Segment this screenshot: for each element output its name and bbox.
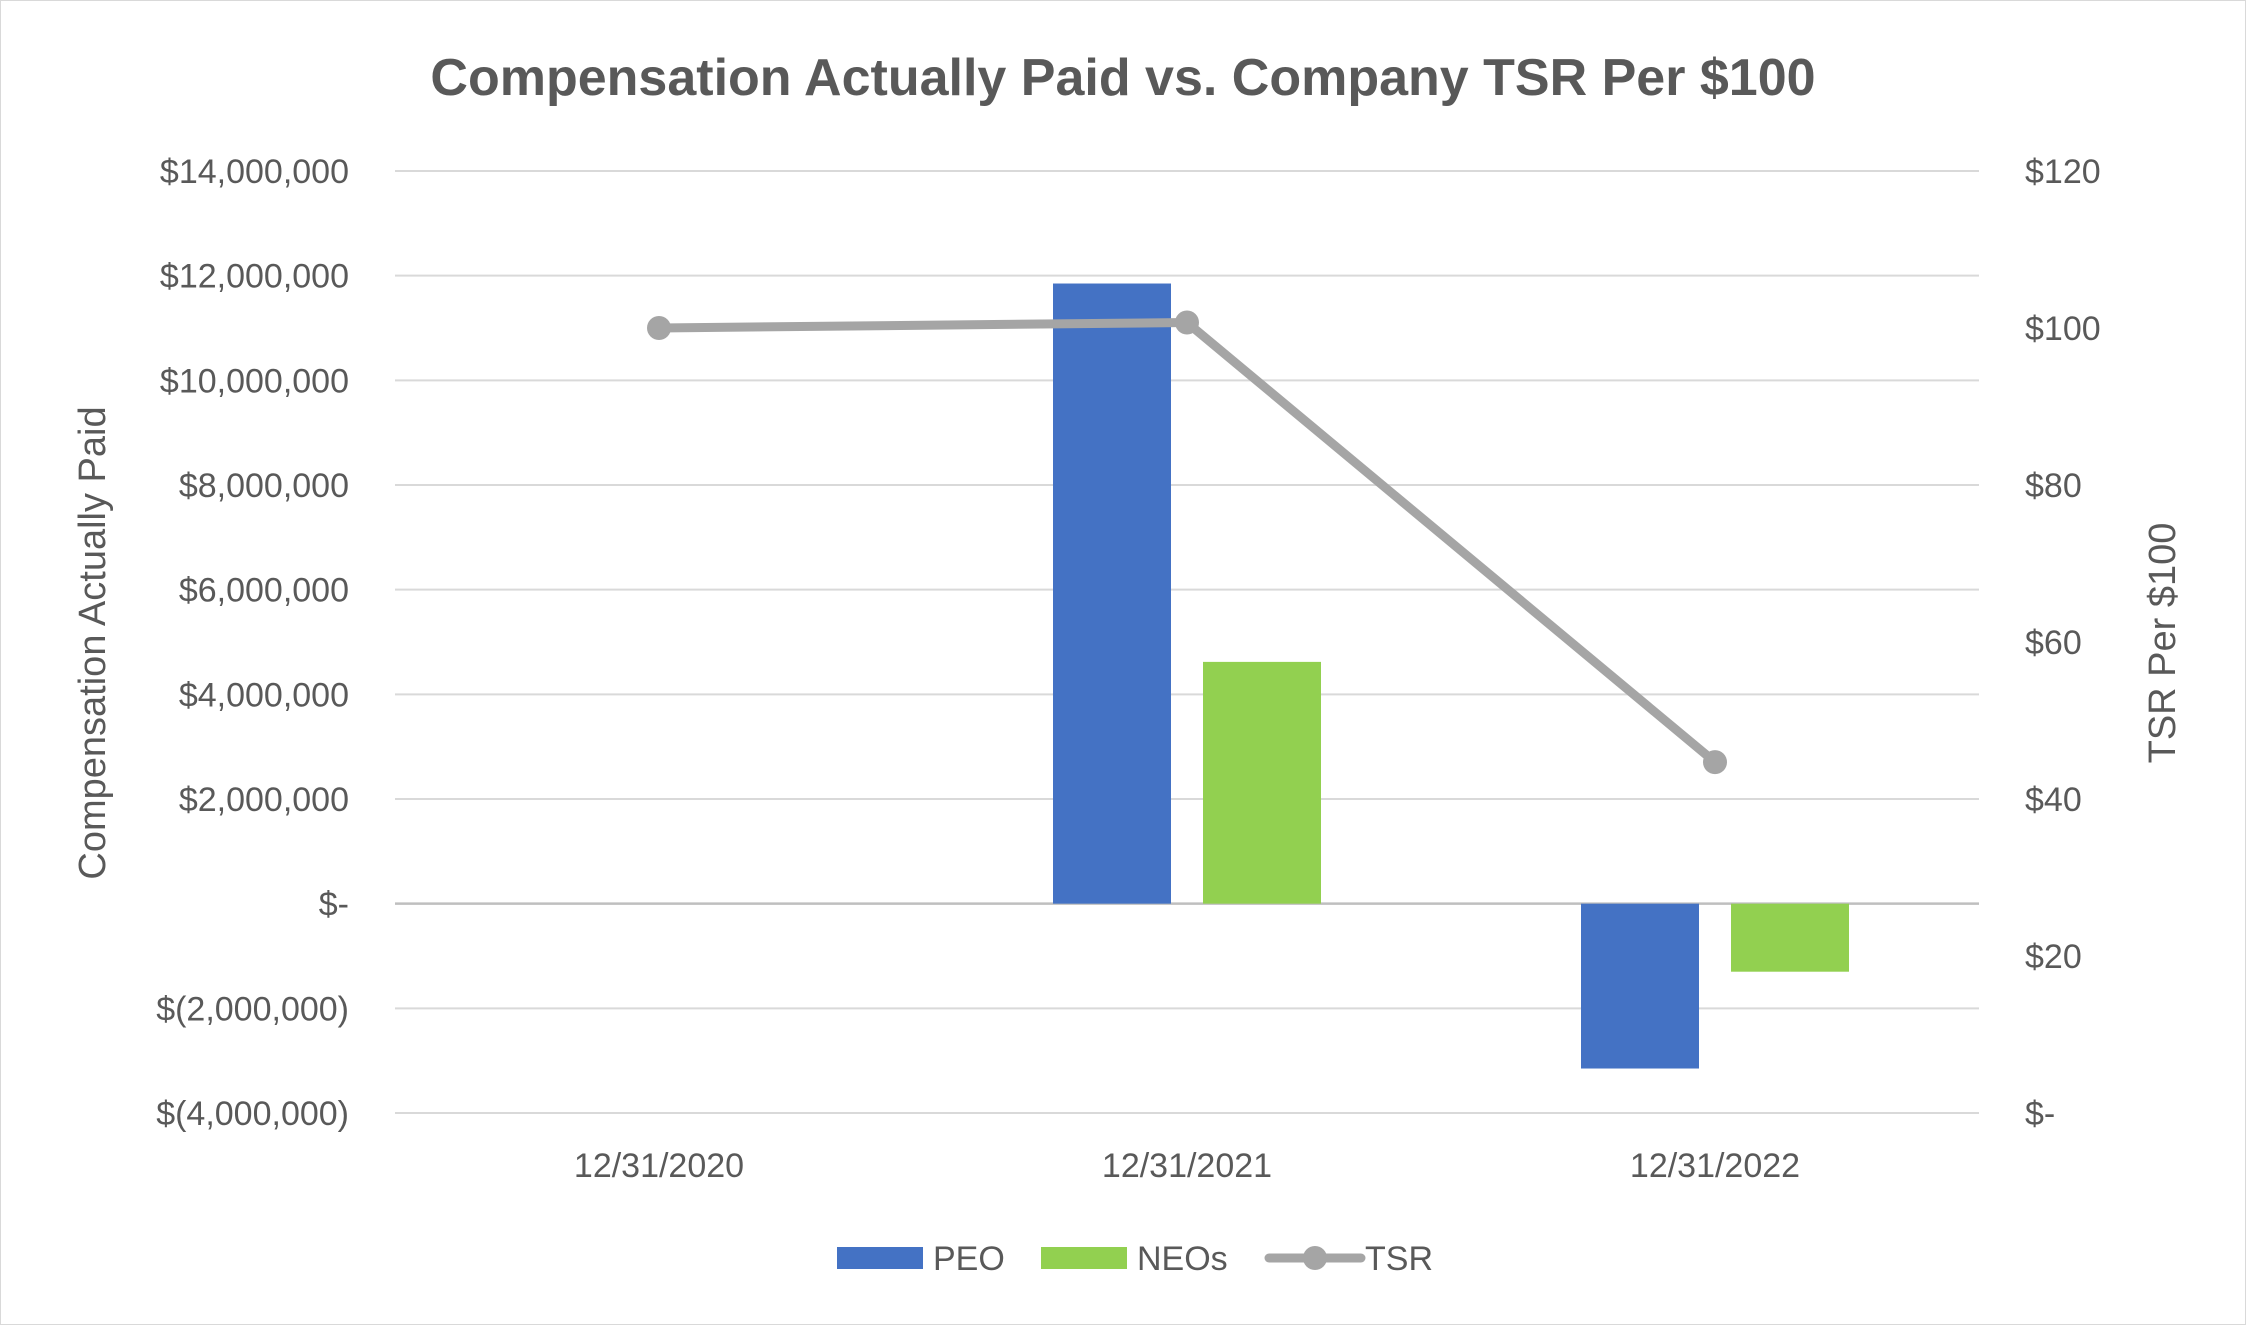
gridlines xyxy=(395,170,1979,1114)
x-tick-label: 12/31/2021 xyxy=(1102,1147,1272,1185)
right-tick-label: $20 xyxy=(2025,938,2082,976)
left-tick-label: $- xyxy=(319,886,349,924)
left-tick-label: $4,000,000 xyxy=(179,676,349,714)
bar-neos-1 xyxy=(1203,661,1321,904)
bars xyxy=(1053,283,1849,1069)
x-tick-label: 12/31/2022 xyxy=(1630,1147,1800,1185)
left-axis-title: Compensation Actually Paid xyxy=(72,406,114,879)
left-tick-label: $6,000,000 xyxy=(179,572,349,610)
right-tick-label: $40 xyxy=(2025,781,2082,819)
right-tick-label: $- xyxy=(2025,1095,2055,1133)
x-axis-ticks: 12/31/2020 12/31/2021 12/31/2022 xyxy=(574,1147,1800,1185)
right-axis-ticks: $- $20 $40 $60 $80 $100 $120 xyxy=(2025,153,2101,1133)
legend-swatch-neos xyxy=(1041,1247,1127,1269)
x-tick-label: 12/31/2020 xyxy=(574,1147,744,1185)
right-tick-label: $100 xyxy=(2025,310,2101,348)
tsr-point-1 xyxy=(1175,310,1199,335)
legend-marker-tsr xyxy=(1303,1246,1327,1270)
legend-label-peo: PEO xyxy=(933,1240,1005,1278)
left-tick-label: $14,000,000 xyxy=(160,153,349,191)
left-tick-label: $10,000,000 xyxy=(160,362,349,400)
tsr-point-2 xyxy=(1703,750,1727,775)
left-tick-label: $(2,000,000) xyxy=(156,990,349,1028)
bar-neos-2 xyxy=(1731,903,1849,972)
bar-peo-2 xyxy=(1581,903,1699,1069)
legend-label-neos: NEOs xyxy=(1137,1240,1228,1278)
tsr-point-0 xyxy=(647,316,671,340)
right-tick-label: $120 xyxy=(2025,153,2101,191)
right-axis-title: TSR Per $100 xyxy=(2142,523,2184,764)
right-tick-label: $60 xyxy=(2025,624,2082,662)
bar-peo-1 xyxy=(1053,283,1171,904)
legend-label-tsr: TSR xyxy=(1365,1240,1433,1278)
right-tick-label: $80 xyxy=(2025,467,2082,505)
left-axis-ticks: $(4,000,000) $(2,000,000) $- $2,000,000 $4,0… xyxy=(156,153,349,1133)
legend-swatch-peo xyxy=(837,1247,923,1269)
tsr-line xyxy=(654,318,1720,767)
left-tick-label: $12,000,000 xyxy=(160,258,349,296)
tsr-line-group xyxy=(647,310,1727,775)
legend: PEO NEOs TSR xyxy=(837,1240,1433,1278)
left-tick-label: $8,000,000 xyxy=(179,467,349,505)
left-tick-label: $2,000,000 xyxy=(179,781,349,819)
left-tick-label: $(4,000,000) xyxy=(156,1095,349,1133)
chart-title: Compensation Actually Paid vs. Company T… xyxy=(430,49,1815,107)
